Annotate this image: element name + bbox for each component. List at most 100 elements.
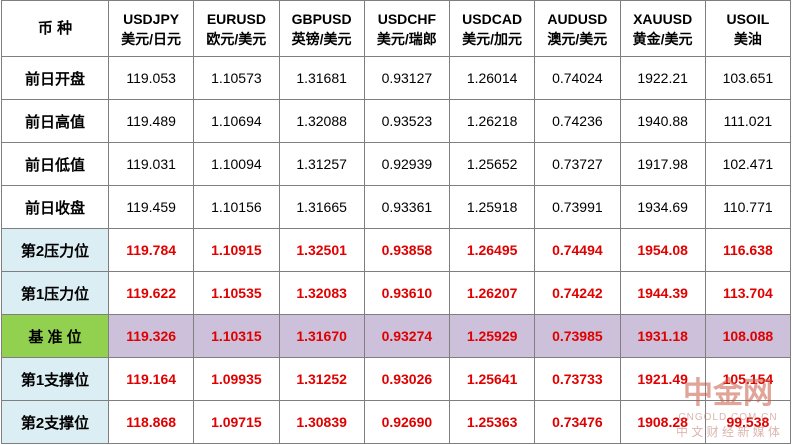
data-row: 前日收盘 119.459 1.10156 1.31665 0.93361 1.25918 0…	[1, 185, 792, 229]
header-cell: USDCAD 美元/加元	[448, 0, 536, 57]
value-cell: 0.93523	[363, 99, 451, 143]
value-cell: 0.93858	[363, 228, 451, 272]
value-cell: 0.92690	[363, 400, 451, 444]
row-label: 第2支撑位	[1, 400, 109, 444]
data-row: 第2压力位 119.784 1.10915 1.32501 0.93858 1.26495…	[1, 228, 792, 272]
value-cell: 1.25929	[448, 314, 536, 358]
header-text: 黄金/美元	[632, 30, 693, 47]
value-cell: 0.73733	[534, 357, 621, 401]
data-row: 第1压力位 119.622 1.10535 1.32083 0.93610 1.26207…	[1, 271, 792, 315]
value-cell: 119.489	[107, 99, 195, 143]
value-cell: 1.32501	[278, 228, 365, 272]
header-text: USDCHF	[377, 10, 437, 27]
header-text: USOIL	[726, 10, 770, 27]
value-cell: 0.73985	[534, 314, 621, 358]
row-label: 基 准 位	[1, 314, 109, 358]
corner-cell: 币 种	[1, 0, 109, 57]
value-cell: 1954.08	[619, 228, 706, 272]
value-cell: 0.93026	[363, 357, 451, 401]
header-text: XAUUSD	[633, 10, 693, 27]
value-cell: 1.25652	[448, 142, 536, 186]
value-cell: 119.784	[107, 228, 195, 272]
value-cell: 119.622	[107, 271, 195, 315]
value-cell: 1.31252	[278, 357, 365, 401]
value-cell: 1.10094	[193, 142, 280, 186]
value-cell: 1.31681	[278, 56, 365, 100]
header-text: USDJPY	[123, 10, 180, 27]
value-cell: 1.10694	[193, 99, 280, 143]
header-cell: AUDUSD 澳元/美元	[534, 0, 621, 57]
value-cell: 1.09715	[193, 400, 280, 444]
value-cell: 1944.39	[619, 271, 706, 315]
row-label: 第1支撑位	[1, 357, 109, 401]
value-cell: 116.638	[704, 228, 792, 272]
value-cell: 113.704	[704, 271, 792, 315]
header-text: 美元/日元	[121, 30, 182, 47]
value-cell: 1921.49	[619, 357, 706, 401]
data-row: 第2支撑位 118.868 1.09715 1.30839 0.92690 1.25363…	[1, 400, 792, 444]
value-cell: 0.73727	[534, 142, 621, 186]
row-label: 第2压力位	[1, 228, 109, 272]
value-cell: 119.164	[107, 357, 195, 401]
value-cell: 1922.21	[619, 56, 706, 100]
value-cell: 118.868	[107, 400, 195, 444]
header-text: 美油	[733, 30, 762, 47]
value-cell: 1.10535	[193, 271, 280, 315]
value-cell: 1931.18	[619, 314, 706, 358]
data-row: 前日低值 119.031 1.10094 1.31257 0.92939 1.25652 0…	[1, 142, 792, 186]
value-cell: 0.93274	[363, 314, 451, 358]
row-label: 前日低值	[1, 142, 109, 186]
value-cell: 0.73476	[534, 400, 621, 444]
value-cell: 1.26014	[448, 56, 536, 100]
header-cell: USOIL 美油	[704, 0, 792, 57]
value-cell: 0.93361	[363, 185, 451, 229]
value-cell: 1.26495	[448, 228, 536, 272]
value-cell: 1.25918	[448, 185, 536, 229]
value-cell: 1934.69	[619, 185, 706, 229]
header-text: 英镑/美元	[291, 30, 352, 47]
value-cell: 1.10915	[193, 228, 280, 272]
value-cell: 1.26218	[448, 99, 536, 143]
value-cell: 1.32088	[278, 99, 365, 143]
row-label: 第1压力位	[1, 271, 109, 315]
value-cell: 0.93127	[363, 56, 451, 100]
value-cell: 0.92939	[363, 142, 451, 186]
data-row: 前日高值 119.489 1.10694 1.32088 0.93523 1.26218 0…	[1, 99, 792, 143]
header-text: 美元/瑞郎	[376, 30, 437, 47]
value-cell: 103.651	[704, 56, 792, 100]
header-text: AUDUSD	[547, 10, 608, 27]
row-label: 前日收盘	[1, 185, 109, 229]
row-label: 前日高值	[1, 99, 109, 143]
value-cell: 1.30839	[278, 400, 365, 444]
value-cell: 0.74024	[534, 56, 621, 100]
header-text: 欧元/美元	[206, 30, 267, 47]
header-cell: XAUUSD 黄金/美元	[619, 0, 706, 57]
value-cell: 1.26207	[448, 271, 536, 315]
header-row: 币 种 USDJPY 美元/日元 EURUSD 欧元/美元 GBPUSD 英镑/美元 USDC…	[1, 0, 792, 57]
value-cell: 0.74242	[534, 271, 621, 315]
value-cell: 1.09935	[193, 357, 280, 401]
value-cell: 119.031	[107, 142, 195, 186]
header-text: USDCAD	[462, 10, 523, 27]
header-text: 澳元/美元	[547, 30, 608, 47]
value-cell: 110.771	[704, 185, 792, 229]
data-row: 基 准 位 119.326 1.10315 1.31670 0.93274 1.25929…	[1, 314, 792, 358]
header-text: GBPUSD	[291, 10, 352, 27]
value-cell: 1940.88	[619, 99, 706, 143]
value-cell: 1908.28	[619, 400, 706, 444]
header-cell: EURUSD 欧元/美元	[193, 0, 280, 57]
value-cell: 0.74494	[534, 228, 621, 272]
value-cell: 99.538	[704, 400, 792, 444]
value-cell: 0.74236	[534, 99, 621, 143]
header-cell: USDJPY 美元/日元	[107, 0, 195, 57]
header-text: EURUSD	[206, 10, 266, 27]
header-cell: USDCHF 美元/瑞郎	[363, 0, 451, 57]
value-cell: 1.10573	[193, 56, 280, 100]
value-cell: 1.25641	[448, 357, 536, 401]
value-cell: 1.31670	[278, 314, 365, 358]
data-row: 第1支撑位 119.164 1.09935 1.31252 0.93026 1.25641…	[1, 357, 792, 401]
value-cell: 1917.98	[619, 142, 706, 186]
header-cell: GBPUSD 英镑/美元	[278, 0, 365, 57]
